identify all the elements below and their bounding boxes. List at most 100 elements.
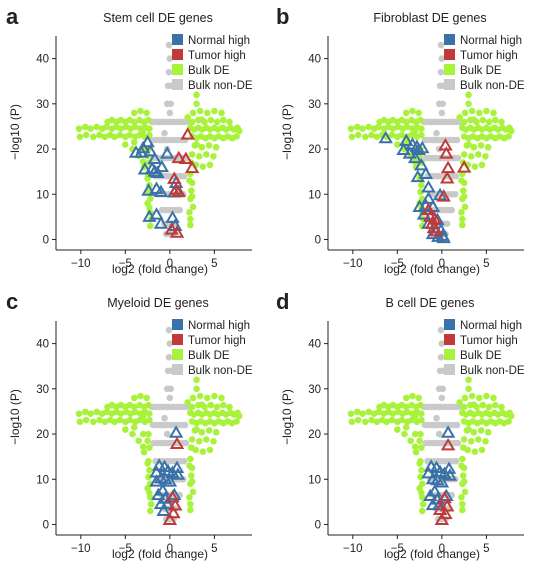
data-point [89,418,97,426]
data-point [438,55,446,62]
data-point-triangle [165,210,180,223]
data-point [146,416,153,424]
data-point [498,118,505,126]
data-point [233,418,240,425]
data-point [460,118,468,126]
data-point [402,118,410,126]
data-point [82,131,90,139]
data-point [416,460,423,467]
data-point-triangle [421,202,436,216]
series-bulk-non-de [148,326,191,523]
data-point [207,116,215,124]
data-point [465,426,472,433]
data-point [484,428,492,436]
legend-label: Bulk DE [460,65,502,77]
data-point [354,416,362,424]
data-point [145,430,152,438]
data-point [460,436,468,443]
data-point [188,478,196,485]
data-point-triangle [439,146,454,159]
data-point [415,394,423,402]
legend-swatch [444,349,455,360]
data-point [176,206,183,214]
data-point [187,444,195,451]
data-point [465,376,472,384]
legend-swatch [172,349,183,360]
data-point [76,133,84,141]
data-point [417,430,424,438]
legend-label: Bulk non-DE [460,80,525,92]
data-point [139,127,147,135]
data-point-triangle [164,222,179,235]
data-point [373,133,381,141]
data-point [389,410,397,417]
x-tick-label: −10 [343,543,363,555]
data-point [122,426,129,433]
data-point-triangle [156,503,171,516]
data-point [347,125,355,132]
data-point [359,125,366,132]
data-point [459,187,467,194]
data-point [461,394,469,402]
data-point [412,448,420,456]
data-point [117,410,125,417]
data-point [388,416,396,424]
data-point [165,41,173,49]
data-point-triangle [135,140,151,154]
data-point [111,418,118,426]
data-point [459,472,467,479]
legend-label: Normal high [460,320,522,332]
data-point [403,408,411,416]
y-tick-label: 20 [308,144,321,156]
data-point [417,116,424,124]
data-point [435,430,443,438]
series-tumor-high [432,437,456,526]
y-tick-label: 30 [308,99,321,111]
data-point [398,131,406,139]
panel-label: a [6,4,19,29]
x-tick-label: 5 [483,258,489,270]
data-point [193,100,200,108]
data-point [193,91,200,99]
data-point-triangle [167,171,182,184]
legend-swatch [444,364,455,375]
data-point [180,172,188,180]
y-tick-label: 10 [36,474,49,486]
y-tick-label: 0 [315,519,321,531]
data-point-triangle [178,151,194,165]
data-point [81,123,89,131]
data-point [484,143,492,151]
data-point [130,423,138,431]
data-point [236,127,243,135]
data-point [368,131,375,139]
data-point-triangle [411,142,426,155]
legend-swatch [172,79,183,90]
data-point-triangle [140,134,155,148]
data-point [140,448,148,456]
legend-label: Bulk DE [188,350,230,362]
x-axis-label: log2 (fold change) [112,262,208,276]
data-point-triangle [429,223,444,237]
data-point [130,403,138,411]
x-axis-label: log2 (fold change) [112,547,208,561]
data-point-triangle [141,183,156,196]
data-point [490,394,497,402]
data-point-triangle [439,171,455,184]
data-point [458,494,465,501]
data-point [111,133,118,141]
data-point [461,203,469,211]
panel-label: c [6,289,18,314]
data-point [147,500,155,508]
y-tick-label: 20 [308,429,321,441]
data-point [418,416,425,424]
data-point [146,222,154,230]
series-normal-high [421,425,458,511]
data-point [453,136,461,144]
data-point-triangle [180,127,195,140]
data-point [82,416,90,424]
data-point [76,418,84,426]
data-point [465,91,472,99]
data-point [459,444,467,451]
data-point [93,408,101,416]
data-point-triangle [184,160,200,174]
